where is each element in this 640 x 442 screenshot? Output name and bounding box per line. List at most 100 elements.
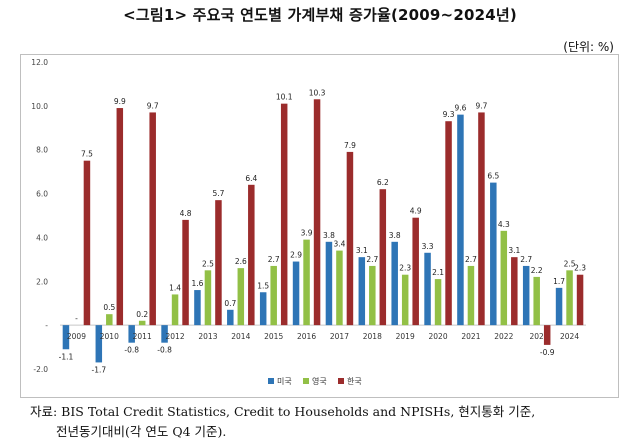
data-label: 9.9	[114, 97, 126, 106]
bar-미국-2009	[62, 325, 70, 350]
x-tick-label: 2015	[264, 332, 283, 341]
bar-한국-2017	[346, 151, 354, 326]
data-label: 2.5	[564, 259, 576, 268]
bar-미국-2017	[325, 241, 333, 326]
bar-한국-2011	[149, 112, 156, 326]
bar-미국-2013	[194, 290, 201, 326]
legend-swatch	[303, 378, 309, 384]
data-label: 3.9	[301, 229, 313, 238]
data-label: 1.7	[553, 277, 565, 286]
bar-한국-2018	[379, 189, 387, 326]
data-label: 2.9	[290, 251, 302, 260]
source-line-2: 전년동기대비(각 연도 Q4 기준).	[56, 424, 227, 439]
bar-미국-2021	[457, 114, 464, 326]
data-label: 3.8	[323, 231, 335, 240]
data-label: 2.6	[235, 257, 247, 266]
x-tick-label: 2019	[396, 332, 415, 341]
bar-한국-2021	[478, 112, 485, 326]
bar-미국-2014	[227, 309, 234, 326]
x-tick-label: 2013	[198, 332, 217, 341]
bar-영국-2014	[237, 268, 245, 326]
data-label: -0.8	[124, 346, 139, 355]
data-label: 10.1	[276, 93, 293, 102]
bar-영국-2011	[138, 320, 146, 326]
bar-영국-2017	[336, 250, 343, 326]
data-label: 2.7	[366, 255, 378, 264]
bar-한국-2009	[83, 160, 91, 326]
data-label: 0.5	[103, 303, 115, 312]
source-line-1: 자료: BIS Total Credit Statistics, Credit …	[30, 404, 536, 419]
data-label: 4.9	[410, 207, 422, 216]
x-tick-label: 2024	[560, 332, 579, 341]
data-label: 2.3	[574, 264, 586, 273]
data-label: 2.5	[202, 259, 214, 268]
data-label: 3.1	[508, 246, 520, 255]
x-tick-label: 2014	[231, 332, 250, 341]
bar-미국-2015	[259, 292, 267, 326]
bar-영국-2020	[434, 279, 442, 326]
y-tick-label: -2.0	[33, 365, 48, 374]
source-note: 자료: BIS Total Credit Statistics, Credit …	[30, 402, 630, 442]
bar-미국-2019	[391, 241, 398, 326]
data-label: -0.9	[540, 348, 555, 357]
bar-영국-2023	[533, 276, 540, 326]
x-tick-label: 202	[530, 332, 545, 341]
bar-한국-2010	[116, 108, 124, 326]
legend-label: 한국	[347, 377, 362, 386]
bar-한국-2016	[313, 99, 321, 326]
bar-미국-2011	[128, 325, 135, 343]
data-label: 1.4	[169, 283, 181, 292]
bar-미국-2020	[424, 252, 431, 326]
bar-미국-2024	[555, 287, 563, 326]
data-label: 2.7	[465, 255, 477, 264]
data-label: 1.6	[191, 279, 203, 288]
bar-영국-2022	[500, 230, 508, 326]
bar-영국-2010	[106, 314, 113, 326]
bar-미국-2023	[522, 265, 530, 326]
y-tick-label: 8.0	[36, 146, 48, 155]
data-label: 2.7	[520, 255, 532, 264]
legend-swatch	[338, 378, 344, 384]
y-tick-label: -	[45, 321, 48, 330]
data-label: 9.7	[147, 101, 159, 110]
unit-label: (단위: %)	[563, 40, 614, 54]
data-label: 2.3	[399, 264, 411, 273]
data-label: 9.6	[454, 104, 466, 113]
bar-영국-2021	[467, 265, 475, 326]
bar-chart: -2.0-2.04.06.08.010.012.0-1.1-1.7-0.8 -0.…	[31, 58, 586, 386]
data-label: 3.4	[333, 240, 345, 249]
x-tick-label: 2022	[494, 332, 513, 341]
bar-영국-2016	[303, 239, 310, 326]
bar-영국-2018	[369, 265, 376, 326]
bar-한국-2013	[215, 200, 222, 326]
data-label: 4.8	[180, 209, 192, 218]
bar-한국-2020	[445, 121, 452, 326]
bar-한국-2015	[280, 103, 288, 326]
bar-영국-2024	[566, 270, 573, 326]
chart-frame	[20, 54, 619, 398]
bar-영국-2015	[270, 265, 277, 326]
data-label: 2.2	[531, 266, 543, 275]
x-tick-label: 2012	[166, 332, 185, 341]
data-label: 6.4	[245, 174, 257, 183]
bar-미국-2010	[95, 325, 103, 363]
bar-영국-2019	[401, 274, 409, 326]
data-label: 6.2	[377, 178, 389, 187]
bar-미국-2022	[490, 182, 497, 326]
data-label: 0.2	[136, 310, 148, 319]
data-label: 9.7	[475, 101, 487, 110]
bar-한국-2014	[248, 184, 255, 326]
data-label: 3.3	[422, 242, 434, 251]
y-tick-label: 12.0	[31, 58, 48, 67]
y-tick-label: 6.0	[36, 190, 48, 199]
data-label: 10.3	[309, 88, 326, 97]
data-label: 0.7	[224, 299, 236, 308]
data-label: 2.1	[432, 268, 444, 277]
bar-한국-2024	[576, 274, 584, 326]
x-tick-label: 2016	[297, 332, 316, 341]
x-tick-label: 2020	[429, 332, 448, 341]
data-label: -1.1	[59, 352, 74, 361]
data-label: 7.9	[344, 141, 356, 150]
data-label: 3.8	[389, 231, 401, 240]
bar-한국-2012	[182, 219, 189, 326]
